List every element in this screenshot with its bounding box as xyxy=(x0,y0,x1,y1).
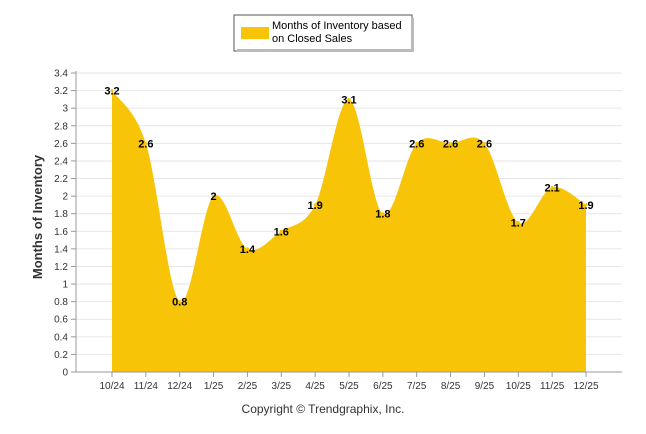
legend[interactable]: Months of Inventory based on Closed Sale… xyxy=(233,14,414,52)
y-tick-label: 1 xyxy=(62,280,68,291)
data-label: 1.8 xyxy=(375,209,390,221)
legend-label-line2: on Closed Sales xyxy=(272,33,353,45)
data-label: 2.6 xyxy=(409,138,424,150)
data-point-4-25 xyxy=(313,203,317,207)
y-tick-label: 0.2 xyxy=(54,350,68,361)
y-tick-labels: 0 0.2 0.4 0.6 0.8 1 1.2 1.4 1.6 1.8 2 2.2 2.4 2.6 2.8 3… xyxy=(54,69,68,379)
x-tick-label: 11/25 xyxy=(540,381,565,392)
y-tick-label: 3 xyxy=(62,104,68,115)
data-point-5-25 xyxy=(347,97,351,101)
x-tick-label: 3/25 xyxy=(272,381,292,392)
data-label: 1.9 xyxy=(578,200,593,212)
y-tick-label: 2.8 xyxy=(54,121,68,132)
data-point-11-25 xyxy=(550,185,554,189)
x-tick-label: 10/24 xyxy=(99,381,124,392)
data-label: 2.6 xyxy=(138,138,153,150)
x-tick-labels: 10/24 11/24 12/24 1/25 2/25 3/25 4/25 5/25 6/25 7… xyxy=(99,381,598,392)
area-fill xyxy=(112,90,586,373)
data-label: 2 xyxy=(211,191,217,203)
x-tick-label: 11/24 xyxy=(134,381,159,392)
data-point-12-24 xyxy=(178,300,182,304)
legend-shadow-side xyxy=(411,18,414,52)
y-tick-label: 0 xyxy=(62,368,68,379)
data-point-3-25 xyxy=(279,229,283,233)
data-point-10-24 xyxy=(110,89,114,93)
x-tick-label: 2/25 xyxy=(238,381,258,392)
data-label: 2.6 xyxy=(443,138,458,150)
data-label: 3.2 xyxy=(104,86,119,98)
data-point-8-25 xyxy=(449,141,453,145)
data-labels: 3.2 2.6 0.8 2 1.4 1.6 1.9 3.1 1.8 2.6 2.6 2.6 1.7 2.1… xyxy=(104,86,593,309)
axes xyxy=(71,71,622,377)
data-label: 0.8 xyxy=(172,297,187,309)
x-tick-label: 7/25 xyxy=(407,381,427,392)
x-tick-label: 8/25 xyxy=(441,381,461,392)
data-point-1-25 xyxy=(212,194,216,198)
data-label: 1.4 xyxy=(240,244,256,256)
y-tick-label: 2.6 xyxy=(54,139,68,150)
data-point-7-25 xyxy=(415,141,419,145)
x-tick-label: 9/25 xyxy=(475,381,495,392)
y-tick-label: 1.4 xyxy=(54,244,68,255)
legend-shadow xyxy=(237,49,413,52)
y-tick-label: 2.4 xyxy=(54,156,68,167)
x-tick-label: 1/25 xyxy=(204,381,224,392)
data-point-6-25 xyxy=(381,212,385,216)
x-tick-label: 12/24 xyxy=(167,381,192,392)
x-tick-label: 6/25 xyxy=(373,381,393,392)
data-point-12-25 xyxy=(584,203,588,207)
y-tick-label: 0.8 xyxy=(54,297,68,308)
x-tick-label: 4/25 xyxy=(305,381,325,392)
y-tick-label: 2.2 xyxy=(54,174,68,185)
y-tick-label: 0.4 xyxy=(54,332,68,343)
y-tick-label: 0.6 xyxy=(54,315,68,326)
data-label: 2.1 xyxy=(544,182,559,194)
y-axis-title: Months of Inventory xyxy=(30,154,45,279)
legend-label-line1: Months of Inventory based xyxy=(272,20,402,32)
data-label: 1.7 xyxy=(511,218,526,230)
data-point-2-25 xyxy=(245,247,249,251)
data-point-11-24 xyxy=(144,141,148,145)
x-tick-label: 5/25 xyxy=(339,381,359,392)
y-tick-label: 1.8 xyxy=(54,209,68,220)
data-label: 2.6 xyxy=(477,138,492,150)
data-label: 1.9 xyxy=(307,200,322,212)
data-label: 3.1 xyxy=(341,94,356,106)
x-tick-label: 10/25 xyxy=(506,381,531,392)
y-tick-label: 3.2 xyxy=(54,86,68,97)
legend-swatch xyxy=(241,27,269,39)
y-tick-label: 3.4 xyxy=(54,69,68,80)
area-layer xyxy=(110,89,588,373)
y-tick-label: 2 xyxy=(62,192,68,203)
y-tick-label: 1.2 xyxy=(54,262,68,273)
data-point-10-25 xyxy=(516,221,520,224)
copyright-text: Copyright © Trendgraphix, Inc. xyxy=(241,402,405,416)
y-tick-label: 1.6 xyxy=(54,227,68,238)
data-label: 1.6 xyxy=(274,226,289,238)
data-point-9-25 xyxy=(482,141,486,145)
x-tick-label: 12/25 xyxy=(573,381,598,392)
